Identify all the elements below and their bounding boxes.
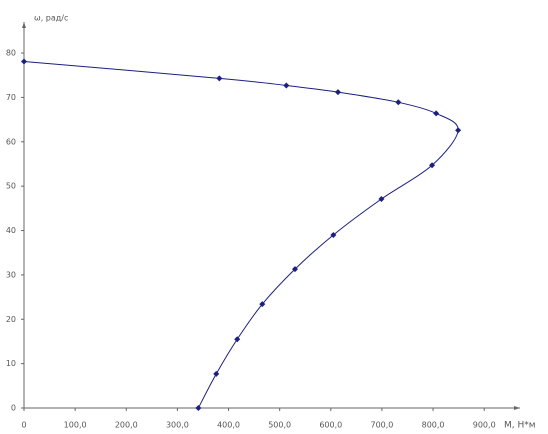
point (429, 162, 436, 169)
point (216, 75, 223, 82)
x-axis-arrow (514, 406, 520, 410)
point (213, 370, 220, 377)
point (378, 196, 385, 203)
y-tick-label: 60 (6, 137, 16, 146)
y-tick-label: 70 (6, 93, 16, 102)
series-line (23, 60, 459, 409)
y-tick-label: 80 (6, 49, 16, 58)
x-tick-label: 400,0 (217, 421, 240, 430)
x-tick-label: 800,0 (422, 421, 445, 430)
point (395, 99, 402, 106)
y-tick-label: 50 (6, 182, 16, 191)
x-tick-label: 300,0 (166, 421, 189, 430)
point (234, 336, 241, 343)
point (330, 231, 337, 238)
y-tick-label: 30 (6, 270, 16, 279)
point (292, 266, 299, 273)
y-tick-label: 20 (6, 315, 16, 324)
point (455, 127, 462, 134)
point (259, 301, 266, 308)
y-tick-label: 40 (6, 226, 16, 235)
x-tick-label: 200,0 (115, 421, 138, 430)
point (283, 82, 290, 89)
point (334, 89, 341, 96)
x-tick-label: 0 (21, 421, 26, 430)
y-tick-label: 10 (6, 359, 16, 368)
point (195, 405, 202, 411)
x-tick-label: 100,0 (64, 421, 87, 430)
x-tick-label: 700,0 (370, 421, 393, 430)
point (21, 58, 27, 65)
x-tick-label: 900,0 (473, 421, 496, 430)
x-axis-label: М, Н*м (504, 421, 536, 431)
y-axis-arrow (22, 22, 26, 28)
y-tick-label: 0 (11, 404, 16, 413)
y-axis-label: ω, рад/с (34, 14, 68, 23)
x-tick-label: 600,0 (319, 421, 342, 430)
x-tick-label: 500,0 (268, 421, 291, 430)
point (433, 110, 440, 117)
